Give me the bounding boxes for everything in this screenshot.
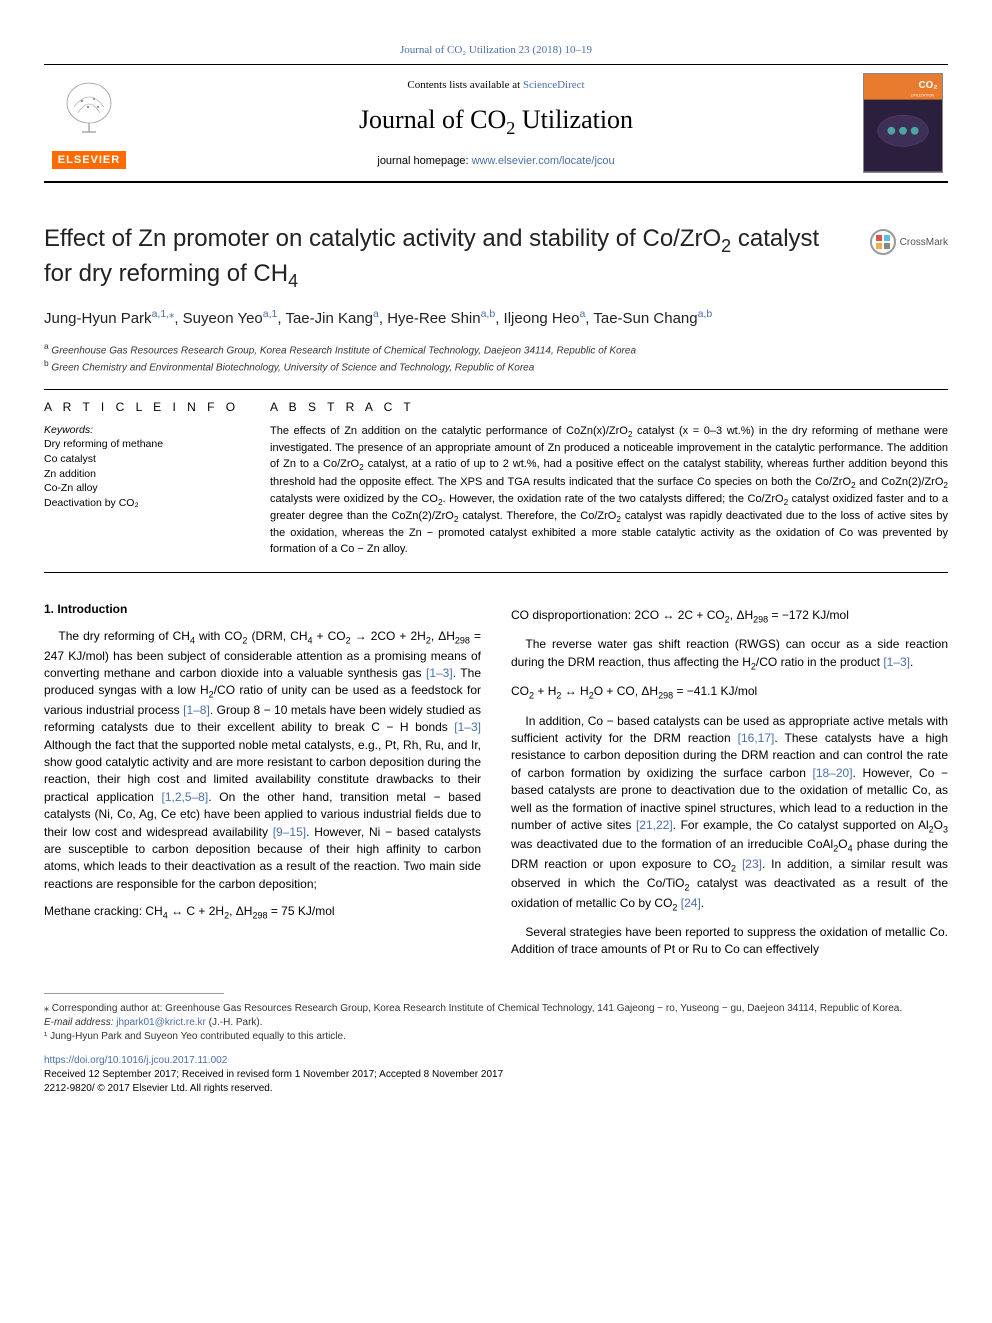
keywords-label: Keywords: <box>44 424 244 436</box>
email-label: E-mail address: <box>44 1017 116 1028</box>
keywords-list: Dry reforming of methaneCo catalystZn ad… <box>44 437 244 510</box>
issn-copyright: 2212-9820/ © 2017 Elsevier Ltd. All righ… <box>44 1083 273 1094</box>
svg-text:CO₂: CO₂ <box>919 80 938 91</box>
affiliation-ref[interactable]: a,1, <box>152 308 170 320</box>
elsevier-wordmark: ELSEVIER <box>52 151 126 169</box>
article-info-column: A R T I C L E I N F O Keywords: Dry refo… <box>44 400 244 558</box>
equal-contribution-note: ¹ Jung-Hyun Park and Suyeon Yeo contribu… <box>44 1030 948 1044</box>
jtitle-pre: Journal of CO <box>359 105 506 134</box>
author: Iljeong Heoa <box>504 310 586 327</box>
author-list: Jung-Hyun Parka,1,⁎, Suyeon Yeoa,1, Tae-… <box>44 307 948 331</box>
affiliation-ref[interactable]: a,1 <box>263 308 278 320</box>
crossmark-icon <box>870 229 896 255</box>
author: Tae-Sun Changa,b <box>593 310 712 327</box>
journal-issue-link[interactable]: Journal of CO₂ Utilization 23 (2018) 10–… <box>44 44 948 56</box>
abstract-heading: A B S T R A C T <box>270 400 948 414</box>
equation-line: CO2 + H2 ↔ H2O + CO, ΔH298 = −41.1 KJ/mo… <box>511 683 948 702</box>
header-center: Contents lists available at ScienceDirec… <box>134 73 858 173</box>
keyword: Zn addition <box>44 467 244 482</box>
left-column: 1. Introduction The dry reforming of CH4… <box>44 601 481 969</box>
journal-title: Journal of CO2 Utilization <box>154 105 838 139</box>
journal-homepage-line: journal homepage: www.elsevier.com/locat… <box>154 155 838 167</box>
equation-line: Methane cracking: CH4 ↔ C + 2H2, ΔH298 =… <box>44 903 481 922</box>
affiliation: a Greenhouse Gas Resources Research Grou… <box>44 341 948 358</box>
jtitle-post: Utilization <box>515 105 633 134</box>
email-line: E-mail address: jhpark01@krict.re.kr (J.… <box>44 1016 948 1030</box>
journal-cover[interactable]: CO₂ UTILIZATION <box>858 73 948 173</box>
email-link[interactable]: jhpark01@krict.re.kr <box>116 1017 206 1028</box>
elsevier-tree-icon <box>54 77 124 147</box>
journal-cover-icon: CO₂ UTILIZATION <box>863 73 943 173</box>
sciencedirect-link[interactable]: ScienceDirect <box>523 79 585 91</box>
jtitle-sub: 2 <box>506 118 515 138</box>
svg-text:UTILIZATION: UTILIZATION <box>911 93 935 98</box>
body-two-column: 1. Introduction The dry reforming of CH4… <box>44 601 948 969</box>
keyword: Deactivation by CO₂ <box>44 496 244 511</box>
author: Tae-Jin Kanga <box>285 310 378 327</box>
article-info-heading: A R T I C L E I N F O <box>44 400 244 414</box>
author: Jung-Hyun Parka,1,⁎ <box>44 310 174 327</box>
homepage-link[interactable]: www.elsevier.com/locate/jcou <box>472 155 615 167</box>
keyword: Co catalyst <box>44 452 244 467</box>
contents-available-line: Contents lists available at ScienceDirec… <box>154 79 838 91</box>
crossmark-label: CrossMark <box>900 237 948 248</box>
footnotes: ⁎ Corresponding author at: Greenhouse Ga… <box>44 1002 948 1044</box>
paragraph: The reverse water gas shift reaction (RW… <box>511 636 948 673</box>
paragraph: The dry reforming of CH4 with CO2 (DRM, … <box>44 628 481 893</box>
paragraph: Several strategies have been reported to… <box>511 924 948 959</box>
author: Suyeon Yeoa,1 <box>183 310 278 327</box>
abstract-text: The effects of Zn addition on the cataly… <box>270 424 948 558</box>
abstract-column: A B S T R A C T The effects of Zn additi… <box>270 400 948 558</box>
author: Hye-Ree Shina,b <box>387 310 495 327</box>
journal-header: ELSEVIER Contents lists available at Sci… <box>44 64 948 183</box>
right-column: CO disproportionation: 2CO ↔ 2C + CO2, Δ… <box>511 601 948 969</box>
affiliation: b Green Chemistry and Environmental Biot… <box>44 358 948 375</box>
footnote-divider <box>44 993 224 994</box>
corresponding-author-note: ⁎ Corresponding author at: Greenhouse Ga… <box>44 1002 948 1016</box>
equation-line: CO disproportionation: 2CO ↔ 2C + CO2, Δ… <box>511 607 948 626</box>
divider <box>44 572 948 573</box>
paragraph: In addition, Co − based catalysts can be… <box>511 713 948 915</box>
contents-prefix: Contents lists available at <box>407 79 522 91</box>
homepage-prefix: journal homepage: <box>377 155 471 167</box>
divider <box>44 389 948 390</box>
crossmark-badge[interactable]: CrossMark <box>848 223 948 255</box>
section-heading: 1. Introduction <box>44 601 481 618</box>
article-title: Effect of Zn promoter on catalytic activ… <box>44 223 848 293</box>
received-line: Received 12 September 2017; Received in … <box>44 1069 503 1080</box>
doi-link[interactable]: https://doi.org/10.1016/j.jcou.2017.11.0… <box>44 1055 227 1066</box>
affiliation-ref[interactable]: a,b <box>698 308 713 320</box>
affiliations: a Greenhouse Gas Resources Research Grou… <box>44 341 948 376</box>
affiliation-ref[interactable]: a <box>373 308 379 320</box>
elsevier-logo[interactable]: ELSEVIER <box>44 73 134 173</box>
doi-block: https://doi.org/10.1016/j.jcou.2017.11.0… <box>44 1054 948 1096</box>
keyword: Co-Zn alloy <box>44 481 244 496</box>
affiliation-ref[interactable]: a,b <box>481 308 496 320</box>
keyword: Dry reforming of methane <box>44 437 244 452</box>
email-suffix: (J.-H. Park). <box>206 1017 263 1028</box>
affiliation-ref[interactable]: a <box>579 308 585 320</box>
